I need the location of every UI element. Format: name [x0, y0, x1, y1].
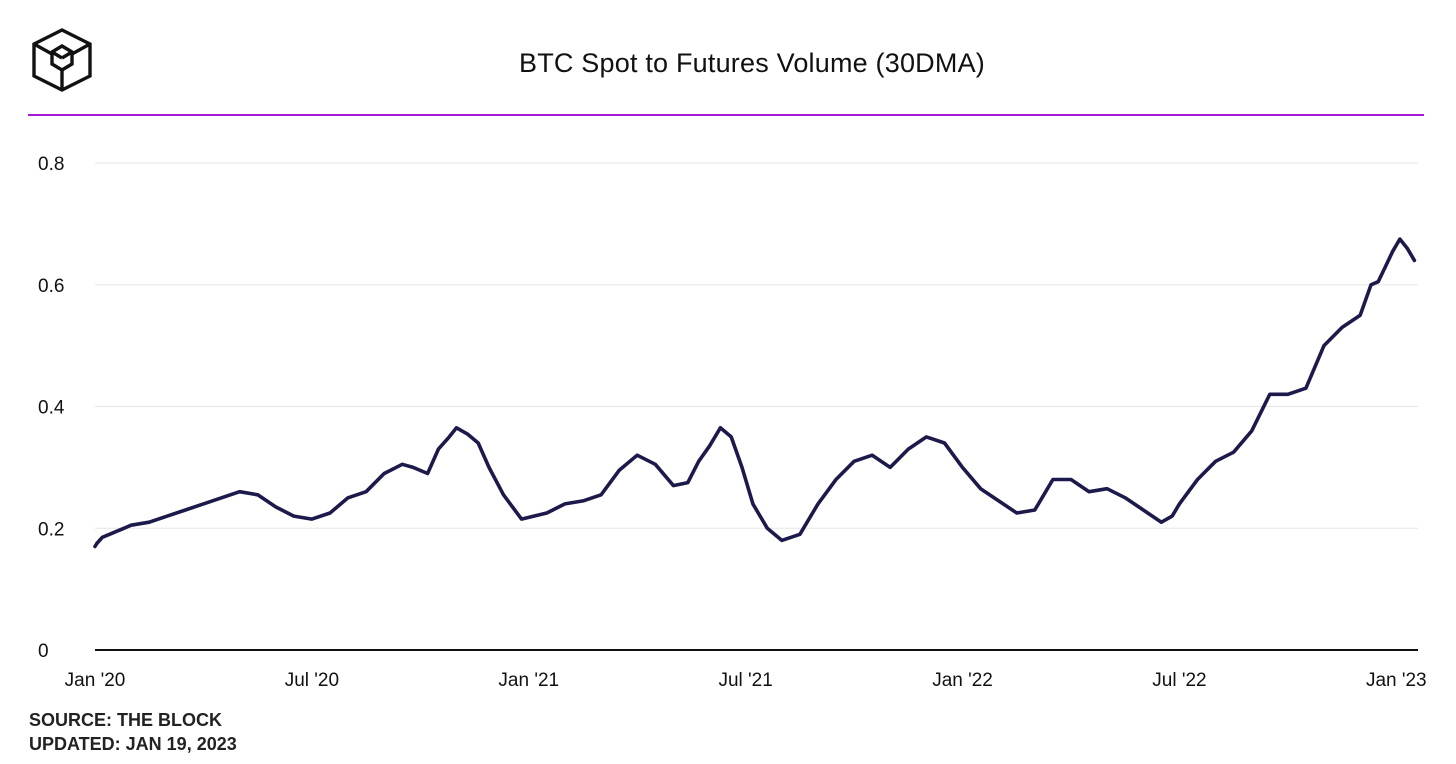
x-tick-label: Jul '22 [1152, 670, 1206, 691]
series-line [93, 237, 1417, 549]
y-tick-label: 0.4 [38, 398, 65, 419]
chart-header: BTC Spot to Futures Volume (30DMA) [0, 0, 1456, 116]
chart-footer: SOURCE: THE BLOCK UPDATED: JAN 19, 2023 [29, 708, 237, 756]
x-tick-label: Jan '22 [932, 670, 993, 691]
x-tick-label: Jul '21 [718, 670, 772, 691]
x-tick-label: Jan '23 [1366, 670, 1427, 691]
y-tick-label: 0.8 [38, 154, 64, 175]
x-tick-label: Jul '20 [285, 670, 339, 691]
y-tick-label: 0 [38, 641, 49, 662]
header-divider [28, 114, 1424, 116]
chart-title: BTC Spot to Futures Volume (30DMA) [519, 48, 985, 78]
updated-note: UPDATED: JAN 19, 2023 [29, 734, 237, 754]
source-note: SOURCE: THE BLOCK [29, 710, 222, 730]
x-tick-label: Jan '21 [498, 670, 559, 691]
x-tick-label: Jan '20 [65, 670, 126, 691]
the-block-cube-logo-icon [32, 28, 92, 92]
y-tick-label: 0.2 [38, 519, 64, 540]
y-tick-label: 0.6 [38, 276, 64, 297]
chart-plot-area: 0 0.2 0.4 0.6 0.8 Jan '20 Jul '20 Jan '21 Jul '2… [38, 154, 1427, 691]
